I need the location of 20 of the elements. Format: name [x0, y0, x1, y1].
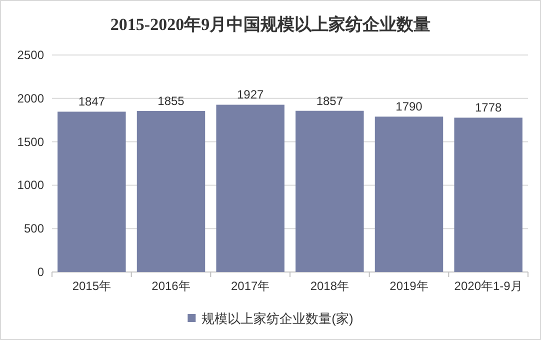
data-label: 1790 — [396, 100, 423, 114]
y-tick-label: 2000 — [17, 91, 44, 106]
y-tick-label: 1500 — [17, 134, 44, 149]
y-tick-label: 0 — [37, 265, 44, 279]
x-tick-label: 2016年 — [152, 279, 190, 293]
x-tick-label: 2019年 — [390, 279, 428, 293]
legend-label: 规模以上家纺企业数量(家) — [202, 311, 354, 326]
x-tick-label: 2015年 — [72, 279, 112, 293]
y-tick-label: 2500 — [17, 48, 44, 62]
chart-title: 2015-2020年9月中国规模以上家纺企业数量 — [110, 15, 431, 34]
data-label: 1847 — [78, 94, 106, 109]
y-tick-label: 500 — [24, 222, 44, 236]
x-tick-label: 2018年 — [310, 279, 350, 293]
x-tick-label: 2020年1-9月 — [454, 279, 522, 293]
y-tick-label: 1000 — [17, 178, 44, 192]
data-label: 1855 — [158, 94, 185, 108]
data-label: 1927 — [236, 88, 264, 102]
x-tick-label: 2017年 — [230, 279, 270, 293]
data-label: 1857 — [316, 94, 344, 108]
data-label: 1778 — [474, 100, 502, 115]
